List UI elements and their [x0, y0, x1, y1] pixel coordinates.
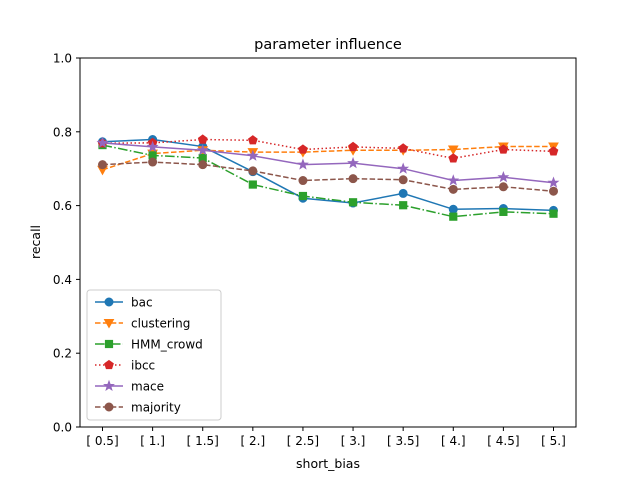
data-point [448, 184, 458, 194]
y-tick-label: 0.0 [53, 421, 72, 435]
data-point [347, 156, 359, 169]
x-tick-label: [ 1.5] [187, 434, 219, 448]
data-point [348, 174, 358, 184]
data-point [399, 201, 408, 210]
data-point [98, 160, 107, 170]
data-point [197, 134, 208, 144]
legend-label: mace [131, 380, 164, 394]
data-point [497, 170, 510, 183]
y-tick-label: 0.8 [53, 125, 72, 139]
legend-marker [104, 339, 114, 349]
legend-item: clustering [95, 317, 190, 331]
data-point [499, 207, 508, 216]
legend-item: HMM_crowd [95, 338, 203, 352]
legend-marker [103, 319, 115, 329]
series-layer [96, 134, 560, 221]
series-mace [96, 136, 560, 188]
data-point [297, 158, 309, 170]
legend-item: bac [95, 296, 153, 310]
plot-area [79, 57, 577, 428]
series-majority [98, 157, 558, 196]
data-point [398, 175, 408, 185]
data-point [398, 188, 408, 198]
x-axis-label: short_bias [296, 456, 360, 471]
data-point [548, 146, 559, 156]
series-line [102, 142, 554, 184]
series-line [102, 161, 554, 192]
data-point [96, 136, 109, 148]
x-tick-label: [ 3.] [341, 434, 366, 448]
data-point [247, 135, 258, 145]
x-tick-label: [ 1.] [140, 434, 165, 448]
data-point [448, 153, 459, 163]
legend-marker [103, 379, 115, 392]
y-axis: 0.0 0.2 0.4 0.6 0.8 1.0 [53, 52, 80, 435]
data-point [148, 157, 158, 167]
y-tick-label: 0.2 [53, 347, 72, 361]
data-point [549, 186, 558, 196]
series-line [102, 145, 554, 171]
y-tick-label: 0.6 [53, 199, 72, 213]
data-point [298, 144, 308, 154]
data-point [498, 144, 509, 154]
data-point [146, 140, 159, 152]
data-point [248, 180, 257, 189]
data-point [549, 209, 558, 218]
x-tick-label: [ 2.] [241, 434, 266, 448]
data-point [348, 141, 358, 152]
x-tick-label: [ 4.5] [487, 434, 519, 448]
legend-item: mace [95, 380, 164, 394]
data-point [447, 174, 460, 186]
legend-label: majority [131, 401, 181, 415]
data-point [547, 176, 560, 188]
data-point [348, 198, 358, 207]
legend-item: majority [95, 401, 181, 415]
data-point [398, 143, 409, 153]
y-tick-label: 0.4 [53, 273, 72, 287]
data-point [198, 160, 208, 170]
x-axis: [ 0.5] [ 1.] [ 1.5] [ 2.] [ 2.5] [ 3.] [ 3.5] [… [86, 427, 566, 448]
legend-label: ibcc [131, 359, 155, 373]
x-tick-label: [ 2.5] [287, 434, 319, 448]
x-tick-label: [ 4.] [441, 434, 466, 448]
data-point [246, 149, 259, 161]
legend-label: clustering [131, 317, 190, 331]
legend-item: ibcc [95, 359, 155, 373]
y-tick-label: 1.0 [53, 52, 72, 66]
data-point [196, 144, 209, 156]
legend-marker [104, 359, 114, 370]
x-tick-label: [ 5.] [541, 434, 566, 448]
data-point [449, 212, 458, 221]
data-point [447, 145, 459, 156]
data-point [498, 182, 508, 192]
legend-label: HMM_crowd [131, 338, 203, 352]
data-point [298, 176, 308, 186]
series-line [102, 138, 554, 212]
data-point [448, 204, 458, 214]
x-tick-label: [ 3.5] [387, 434, 419, 448]
legend-marker [104, 402, 114, 412]
chart-title: parameter influence [254, 37, 402, 53]
y-axis-label: recall [28, 225, 43, 259]
data-point [248, 166, 258, 176]
series-line [102, 144, 554, 218]
data-point [298, 191, 308, 201]
series-hmm-crowd [98, 140, 558, 221]
legend-marker [104, 297, 114, 307]
legend-label: bac [131, 296, 153, 310]
data-point [397, 162, 410, 174]
x-tick-label: [ 0.5] [86, 434, 118, 448]
